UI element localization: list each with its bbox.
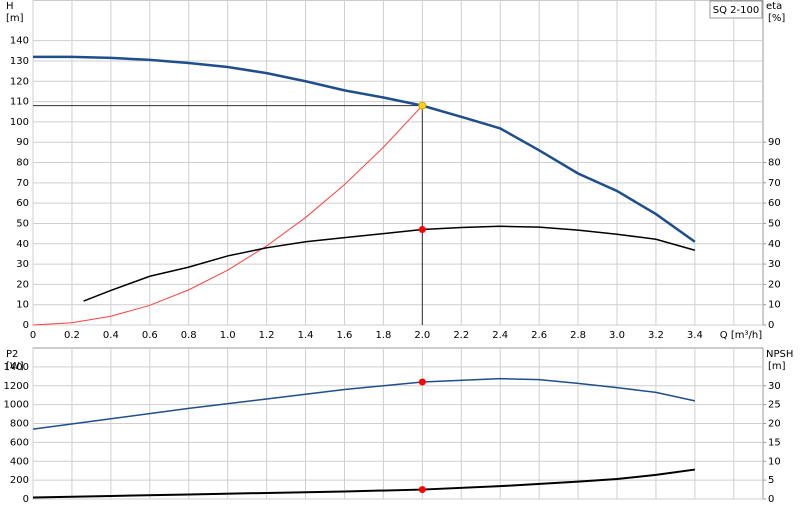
operating-point <box>418 101 427 110</box>
x-tick-label: 3.4 <box>687 330 703 341</box>
y-axis-unit: [W] <box>6 361 24 372</box>
y-tick-label: 0 <box>23 494 29 505</box>
x-tick-label: 1.6 <box>337 330 353 341</box>
x-tick-label: 1.0 <box>220 330 236 341</box>
y2-tick-label: 10 <box>768 300 781 311</box>
y-tick-label: 800 <box>10 419 29 430</box>
x-tick-label: Q [m³/h] <box>720 330 762 341</box>
y-tick-label: 80 <box>16 158 29 169</box>
y-tick-label: 100 <box>10 117 29 128</box>
y-tick-label: 50 <box>16 218 29 229</box>
x-tick-label: 1.2 <box>259 330 275 341</box>
y-tick-label: 40 <box>16 239 29 250</box>
y2-tick-label: 20 <box>768 419 781 430</box>
y-tick-label: 200 <box>10 475 29 486</box>
x-tick-label: 2.0 <box>414 330 430 341</box>
y-tick-label: 1200 <box>4 381 29 392</box>
y2-axis-label: NPSH <box>766 349 793 360</box>
x-tick-label: 3.0 <box>609 330 625 341</box>
operating-point <box>418 226 426 234</box>
line-series <box>32 105 423 326</box>
y2-tick-label: 5 <box>768 475 774 486</box>
x-tick-label: 0.8 <box>181 330 197 341</box>
y2-tick-label: 10 <box>768 456 781 467</box>
x-tick-label: 2.6 <box>531 330 547 341</box>
y-tick-label: 20 <box>16 279 29 290</box>
x-tick-label: 3.2 <box>648 330 664 341</box>
x-tick-label: 2.8 <box>570 330 586 341</box>
line-series <box>33 55 696 243</box>
y2-tick-label: 0 <box>768 494 774 505</box>
operating-point <box>418 486 426 494</box>
line-series <box>32 377 696 430</box>
y2-tick-label: 15 <box>768 437 781 448</box>
y-tick-label: 0 <box>23 320 29 331</box>
y-tick-label: 10 <box>16 300 29 311</box>
y2-tick-label: 80 <box>768 158 781 169</box>
y2-axis-unit: [m] <box>768 361 786 372</box>
y-tick-label: 120 <box>10 76 29 87</box>
x-tick-label: 1.4 <box>298 330 314 341</box>
x-tick-label: 2.4 <box>492 330 508 341</box>
y-tick-label: 90 <box>16 137 29 148</box>
chart-title: SQ 2-100 <box>713 5 759 16</box>
y-tick-label: 70 <box>16 178 29 189</box>
y-axis-unit: [m] <box>6 13 24 24</box>
y-tick-label: 1000 <box>4 400 29 411</box>
x-tick-label: 0.4 <box>103 330 119 341</box>
y2-tick-label: 50 <box>768 218 781 229</box>
y-tick-label: 110 <box>10 97 29 108</box>
y2-tick-label: 20 <box>768 279 781 290</box>
y-tick-label: 400 <box>10 456 29 467</box>
y2-tick-label: 60 <box>768 198 781 209</box>
x-tick-label: 0.2 <box>64 330 80 341</box>
x-tick-label: 0.6 <box>142 330 158 341</box>
y-axis-label: P2 <box>6 349 18 360</box>
y2-tick-label: 70 <box>768 178 781 189</box>
y2-tick-label: 30 <box>768 259 781 270</box>
line-series <box>83 225 696 302</box>
y2-axis-label: eta <box>766 1 782 12</box>
y-tick-label: 60 <box>16 198 29 209</box>
y2-tick-label: 25 <box>768 400 781 411</box>
x-tick-label: 0 <box>30 330 36 341</box>
y2-tick-label: 40 <box>768 239 781 250</box>
y-tick-label: 1400 <box>4 362 29 373</box>
y-tick-label: 600 <box>10 437 29 448</box>
y-tick-label: 30 <box>16 259 29 270</box>
y2-axis-unit: [%] <box>768 13 785 24</box>
operating-point <box>418 378 426 386</box>
y2-tick-label: 0 <box>768 320 774 331</box>
x-tick-label: 1.8 <box>375 330 391 341</box>
y-axis-label: H <box>6 1 14 12</box>
x-tick-label: 2.2 <box>453 330 469 341</box>
y-tick-label: 130 <box>10 56 29 67</box>
y2-tick-label: 90 <box>768 137 781 148</box>
title-box <box>709 0 763 19</box>
y2-tick-label: 30 <box>768 381 781 392</box>
y-tick-label: 140 <box>10 36 29 47</box>
